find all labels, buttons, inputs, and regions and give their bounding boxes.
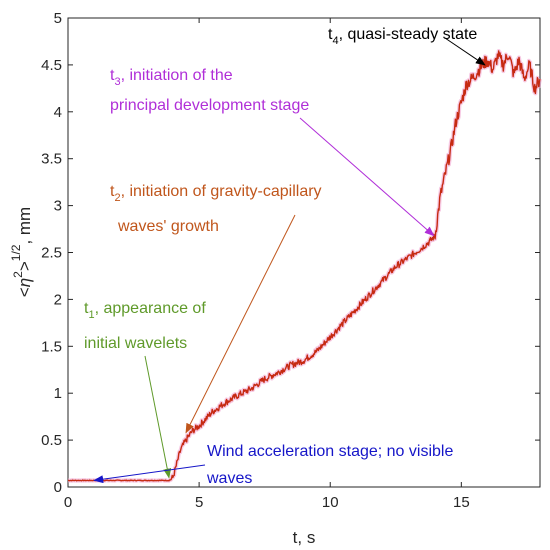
annotation-wind: Wind acceleration stage; no visible wave…: [206, 443, 458, 487]
arrow-wind: [93, 464, 206, 484]
axis-ticks: 0 5 10 15 0 0.5 1 1.5 2 2.5 3 3.5 4 4.5 5: [41, 10, 540, 511]
y-tick-label: 5: [54, 10, 62, 27]
y-tick-label: 3: [54, 198, 62, 215]
arrow-t4: [444, 37, 486, 66]
series-line-glow: [66, 49, 542, 483]
arrow-t1: [144, 355, 172, 479]
x-tick-label: 15: [453, 494, 470, 511]
annotation-t3: t3, initiation of the principal developm…: [110, 67, 309, 114]
y-tick-label: 2: [54, 291, 62, 308]
x-tick-label: 0: [64, 494, 72, 511]
y-tick-label: 4: [54, 104, 62, 121]
y-tick-label: 3.5: [41, 151, 62, 168]
x-axis-label: t, s: [293, 528, 316, 547]
plot-area: 0 5 10 15 0 0.5 1 1.5 2 2.5 3 3.5 4 4.5 5: [41, 10, 542, 511]
annotations: t4, quasi-steady state t3, initiation of…: [84, 26, 486, 487]
arrow-t2: [185, 214, 296, 434]
y-tick-label: 1.5: [41, 338, 62, 355]
annotation-t1: t1, appearance of initial wavelets: [84, 300, 210, 352]
y-tick-label: 1: [54, 385, 62, 402]
x-tick-label: 5: [195, 494, 203, 511]
y-tick-label: 0.5: [41, 432, 62, 449]
series-line: [68, 50, 541, 482]
annotation-t2: t2, initiation of gravity-capillary wave…: [110, 183, 326, 235]
x-tick-label: 10: [322, 494, 339, 511]
y-tick-label: 4.5: [41, 57, 62, 74]
arrow-t3: [299, 117, 435, 237]
y-tick-label: 2.5: [41, 245, 62, 262]
y-axis-label: <η2>1/2, mm: [9, 207, 34, 297]
annotation-t4: t4, quasi-steady state: [328, 26, 477, 47]
y-tick-label: 0: [54, 479, 62, 496]
